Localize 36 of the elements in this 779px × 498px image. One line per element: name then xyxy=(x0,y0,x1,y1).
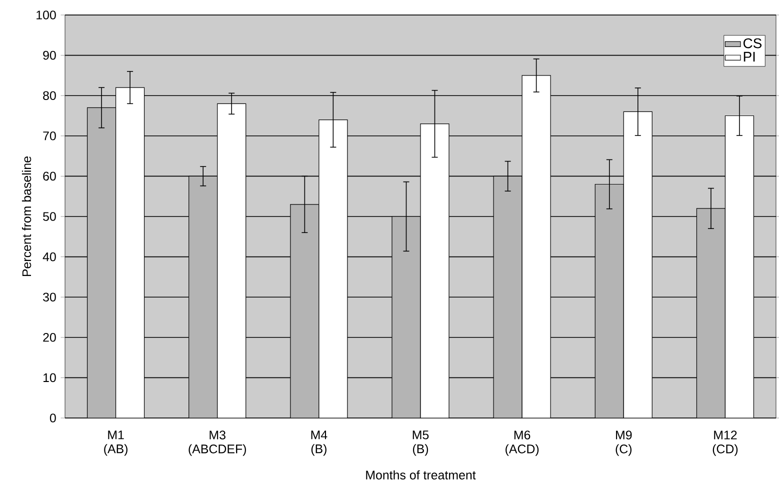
bar xyxy=(392,216,421,418)
bar xyxy=(115,87,145,418)
x-tick-label: M5 (B) xyxy=(412,430,429,456)
y-tick-label: 20 xyxy=(43,332,56,342)
bar xyxy=(217,103,246,418)
y-axis-title: Percent from baseline xyxy=(22,156,32,276)
y-tick-label: 50 xyxy=(43,212,56,221)
bar xyxy=(420,124,450,418)
x-tick-label: M6 (ACD) xyxy=(506,430,539,456)
bar xyxy=(290,204,320,418)
legend-label: PI xyxy=(744,52,755,62)
bar xyxy=(493,176,522,418)
bar xyxy=(318,119,348,418)
y-tick-label: 40 xyxy=(42,252,56,262)
y-tick-label: 90 xyxy=(43,50,56,60)
y-tick-label: 80 xyxy=(43,91,56,100)
y-tick-label: 30 xyxy=(43,292,56,302)
y-tick-label: 0 xyxy=(50,414,56,422)
y-tick-label: 70 xyxy=(43,131,56,140)
bar xyxy=(594,184,624,418)
bar xyxy=(86,107,116,418)
x-tick-label: M3 (ABCDEF) xyxy=(188,430,246,456)
bar xyxy=(696,208,726,418)
x-axis-title: Months of treatment xyxy=(366,470,476,480)
x-tick-label: M12 (CD) xyxy=(712,430,738,456)
x-tick-label: M9 (C) xyxy=(616,430,632,456)
x-tick-label: M4 (B) xyxy=(311,430,328,456)
y-tick-label: 10 xyxy=(44,373,56,382)
x-tick-label: M1 (AB) xyxy=(104,430,128,456)
bar xyxy=(623,111,652,418)
bar xyxy=(522,75,551,418)
y-tick-label: 100 xyxy=(36,10,56,20)
bar xyxy=(188,176,218,418)
y-tick-label: 60 xyxy=(43,172,56,181)
bar xyxy=(724,115,754,418)
legend-label: CS xyxy=(743,38,762,48)
